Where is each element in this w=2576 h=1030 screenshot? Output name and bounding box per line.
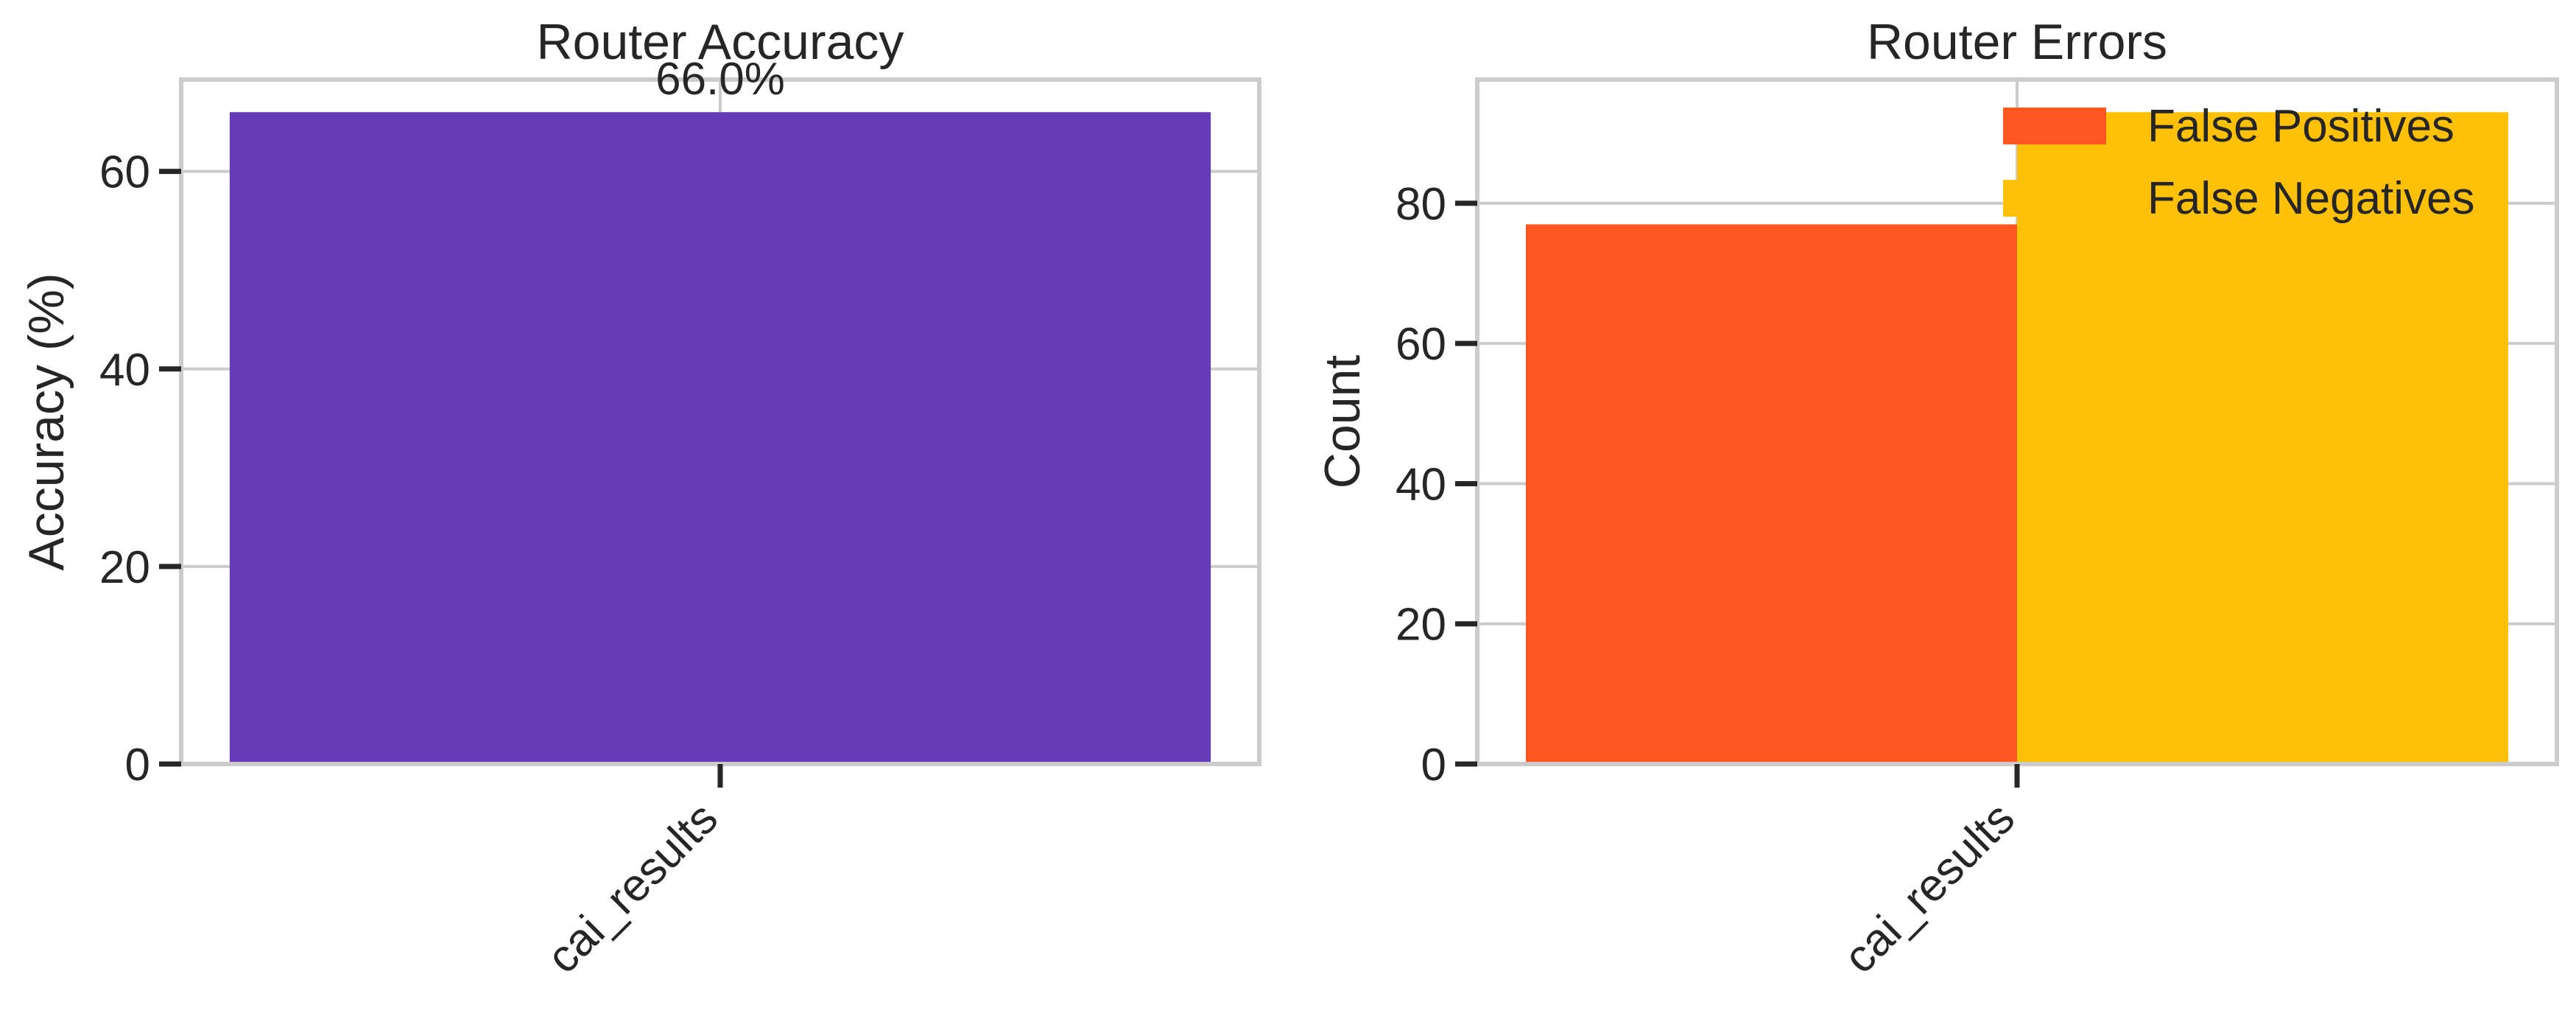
legend-label-false-positives: False Positives (2147, 101, 2454, 152)
x-tick-label: cai_results (538, 793, 728, 983)
x-tick-label: cai_results (1834, 793, 2024, 983)
chart-title: Router Errors (1867, 14, 2167, 70)
y-tick-label: 0 (1421, 740, 1446, 791)
y-tick-label: 40 (99, 345, 150, 396)
y-tick-label: 60 (99, 147, 150, 198)
chart-title: Router Accuracy (537, 14, 904, 70)
bar-false-positives (1525, 224, 2017, 764)
legend-swatch-false-negatives (2003, 180, 2106, 217)
legend-swatch-false-positives (2003, 108, 2106, 144)
y-tick-label: 20 (99, 542, 150, 593)
legend-label-false-negatives: False Negatives (2147, 173, 2475, 224)
y-tick-label: 40 (1396, 459, 1446, 510)
y-axis-label: Count (1315, 355, 1370, 489)
bar-false-negatives (2017, 112, 2509, 764)
bar-accuracy (229, 112, 1211, 764)
accuracy-chart: 0 20 40 60 cai_results Router Accuracy Accurac… (18, 14, 1261, 983)
y-tick-label: 80 (1396, 179, 1446, 230)
bar-value-label: 66.0% (655, 54, 785, 105)
y-tick-label: 20 (1396, 600, 1446, 651)
y-axis-label: Accuracy (%) (18, 273, 74, 570)
errors-chart: 0 20 40 60 80 cai_results Router Errors Count Fa… (1315, 14, 2559, 983)
y-tick-label: 60 (1396, 319, 1446, 370)
y-tick-label: 0 (125, 740, 150, 791)
